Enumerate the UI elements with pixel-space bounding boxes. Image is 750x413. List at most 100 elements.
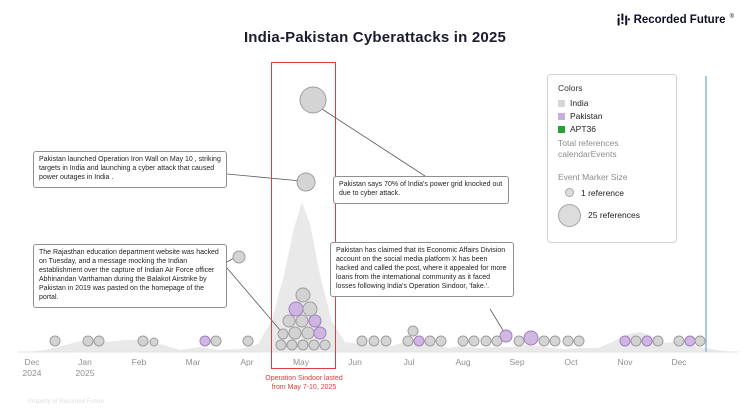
- axis-tick: Jun: [348, 357, 362, 367]
- event-bubble[interactable]: [242, 335, 254, 347]
- small-marker-icon: [565, 188, 574, 198]
- event-bubble[interactable]: [199, 335, 211, 347]
- legend-item[interactable]: APT36: [558, 124, 666, 134]
- event-bubble[interactable]: [277, 328, 289, 340]
- brand-logo: Recorded Future ®: [617, 13, 734, 26]
- event-bubble[interactable]: [308, 314, 322, 328]
- event-bubble[interactable]: [275, 339, 287, 351]
- event-bubble[interactable]: [302, 301, 318, 317]
- legend-item[interactable]: Pakistan: [558, 111, 666, 121]
- axis-tick: Aug: [455, 357, 471, 367]
- legend-size-title: Event Marker Size: [558, 171, 628, 182]
- axis-tick: Jan 2025: [75, 357, 95, 378]
- event-bubble[interactable]: [523, 330, 539, 346]
- legend-item[interactable]: India: [558, 98, 666, 108]
- legend-calendar-events: calendarEvents: [558, 149, 617, 160]
- event-bubble[interactable]: [286, 339, 298, 351]
- event-bubble[interactable]: [295, 314, 309, 328]
- legend-swatch-icon: [558, 99, 565, 107]
- event-bubble[interactable]: [457, 335, 469, 347]
- registered-mark: ®: [729, 14, 734, 20]
- legend-total-references: Total references: [558, 138, 619, 148]
- axis-tick: Nov: [617, 357, 633, 367]
- callout-line: [226, 173, 302, 182]
- legend-colors-title: Colors: [558, 83, 583, 93]
- axis-tick: Jul: [403, 357, 415, 367]
- event-bubble[interactable]: [513, 335, 525, 347]
- event-bubble[interactable]: [296, 172, 316, 192]
- event-bubble[interactable]: [480, 335, 492, 347]
- event-bubble[interactable]: [210, 335, 222, 347]
- event-bubble[interactable]: [82, 335, 94, 347]
- event-bubble[interactable]: [232, 250, 246, 264]
- callout-iron-wall: Pakistan launched Operation Iron Wall on…: [33, 151, 227, 188]
- caption-line-2: from May 7-10, 2025: [271, 384, 337, 392]
- event-bubble[interactable]: [413, 335, 425, 347]
- callout-economic-affairs: Pakistan has claimed that its Economic A…: [330, 242, 514, 297]
- axis-tick: Oct: [564, 357, 578, 367]
- event-bubble[interactable]: [407, 325, 419, 337]
- axis-tick: Dec: [671, 357, 687, 367]
- event-bubble[interactable]: [313, 326, 327, 340]
- event-bubble[interactable]: [288, 326, 302, 340]
- event-bubble[interactable]: [562, 335, 574, 347]
- axis-tick: Feb: [131, 357, 147, 367]
- legend-size-large: 25 references: [558, 203, 666, 227]
- event-bubble[interactable]: [538, 335, 550, 347]
- x-axis: Dec 2024 Jan 2025 Feb Mar Apr May Jun Jul Aug Sep Oc…: [0, 357, 750, 381]
- legend-swatch-icon: [558, 112, 565, 120]
- legend-item-label: Pakistan: [570, 111, 603, 121]
- page-title: India-Pakistan Cyberattacks in 2025: [243, 29, 507, 46]
- legend-panel: Colors India Pakistan APT36 Total referenc…: [547, 74, 677, 243]
- operation-sindoor-caption: Operation Sindoor lasted from May 7-10, …: [243, 374, 365, 393]
- event-bubble[interactable]: [694, 335, 706, 347]
- event-bubble[interactable]: [380, 335, 392, 347]
- legend-item-label: APT36: [570, 124, 596, 134]
- event-bubble[interactable]: [149, 337, 159, 347]
- event-bubble[interactable]: [424, 335, 436, 347]
- event-bubble[interactable]: [282, 314, 296, 328]
- axis-tick: May: [292, 357, 310, 367]
- event-bubble[interactable]: [630, 335, 642, 347]
- event-bubble[interactable]: [573, 335, 585, 347]
- brand-name: Recorded Future: [633, 13, 726, 26]
- callout-power-grid: Pakistan says 70% of India's power grid …: [333, 176, 509, 204]
- callout-line: [321, 108, 426, 177]
- event-bubble[interactable]: [356, 335, 368, 347]
- event-bubble[interactable]: [49, 335, 61, 347]
- event-bubble[interactable]: [308, 339, 320, 351]
- legend-size-small: 1 reference: [558, 188, 666, 198]
- event-bubble[interactable]: [673, 335, 685, 347]
- event-bubble[interactable]: [684, 335, 696, 347]
- legend-item-label: India: [570, 98, 589, 108]
- legend-size-large-label: 25 references: [588, 210, 640, 221]
- event-bubble[interactable]: [619, 335, 631, 347]
- event-bubble[interactable]: [641, 335, 653, 347]
- event-bubble[interactable]: [319, 339, 331, 351]
- callout-rajasthan-hack: The Rajasthan education department websi…: [33, 244, 227, 308]
- event-bubble[interactable]: [295, 287, 311, 303]
- axis-tick: Dec 2024: [22, 357, 42, 378]
- event-bubble[interactable]: [297, 339, 309, 351]
- caption-line-1: Operation Sindoor lasted: [265, 375, 343, 382]
- event-bubble[interactable]: [93, 335, 105, 347]
- event-bubble[interactable]: [549, 335, 561, 347]
- callout-line: [489, 308, 505, 333]
- event-bubble[interactable]: [499, 329, 513, 343]
- large-marker-icon: [558, 203, 581, 227]
- event-bubble[interactable]: [402, 335, 414, 347]
- recorded-future-icon: [617, 13, 630, 26]
- legend-color-items: India Pakistan APT36: [558, 98, 666, 134]
- event-bubble[interactable]: [368, 335, 380, 347]
- event-bubble[interactable]: [468, 335, 480, 347]
- event-bubble[interactable]: [299, 86, 327, 114]
- operation-sindoor-highlight-rect: [271, 62, 336, 369]
- legend-size-small-label: 1 reference: [581, 187, 624, 198]
- event-bubble[interactable]: [652, 335, 664, 347]
- watermark: Property of Recorded Future: [28, 399, 105, 405]
- axis-tick: Mar: [185, 357, 201, 367]
- event-bubble[interactable]: [435, 335, 447, 347]
- event-bubble[interactable]: [137, 335, 149, 347]
